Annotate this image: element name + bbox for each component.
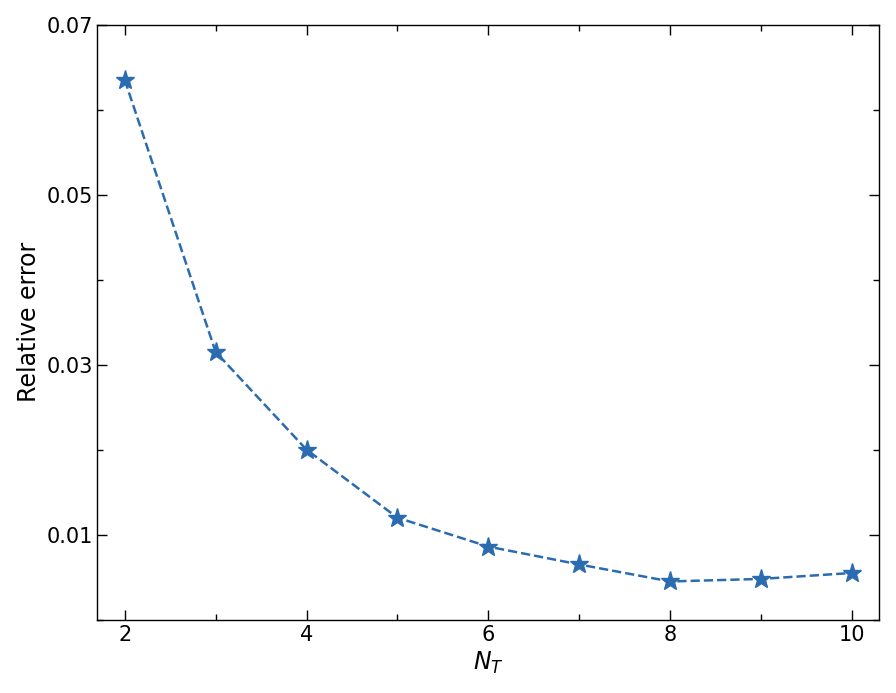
X-axis label: $N_T$: $N_T$ (473, 650, 504, 676)
Y-axis label: Relative error: Relative error (17, 242, 40, 403)
